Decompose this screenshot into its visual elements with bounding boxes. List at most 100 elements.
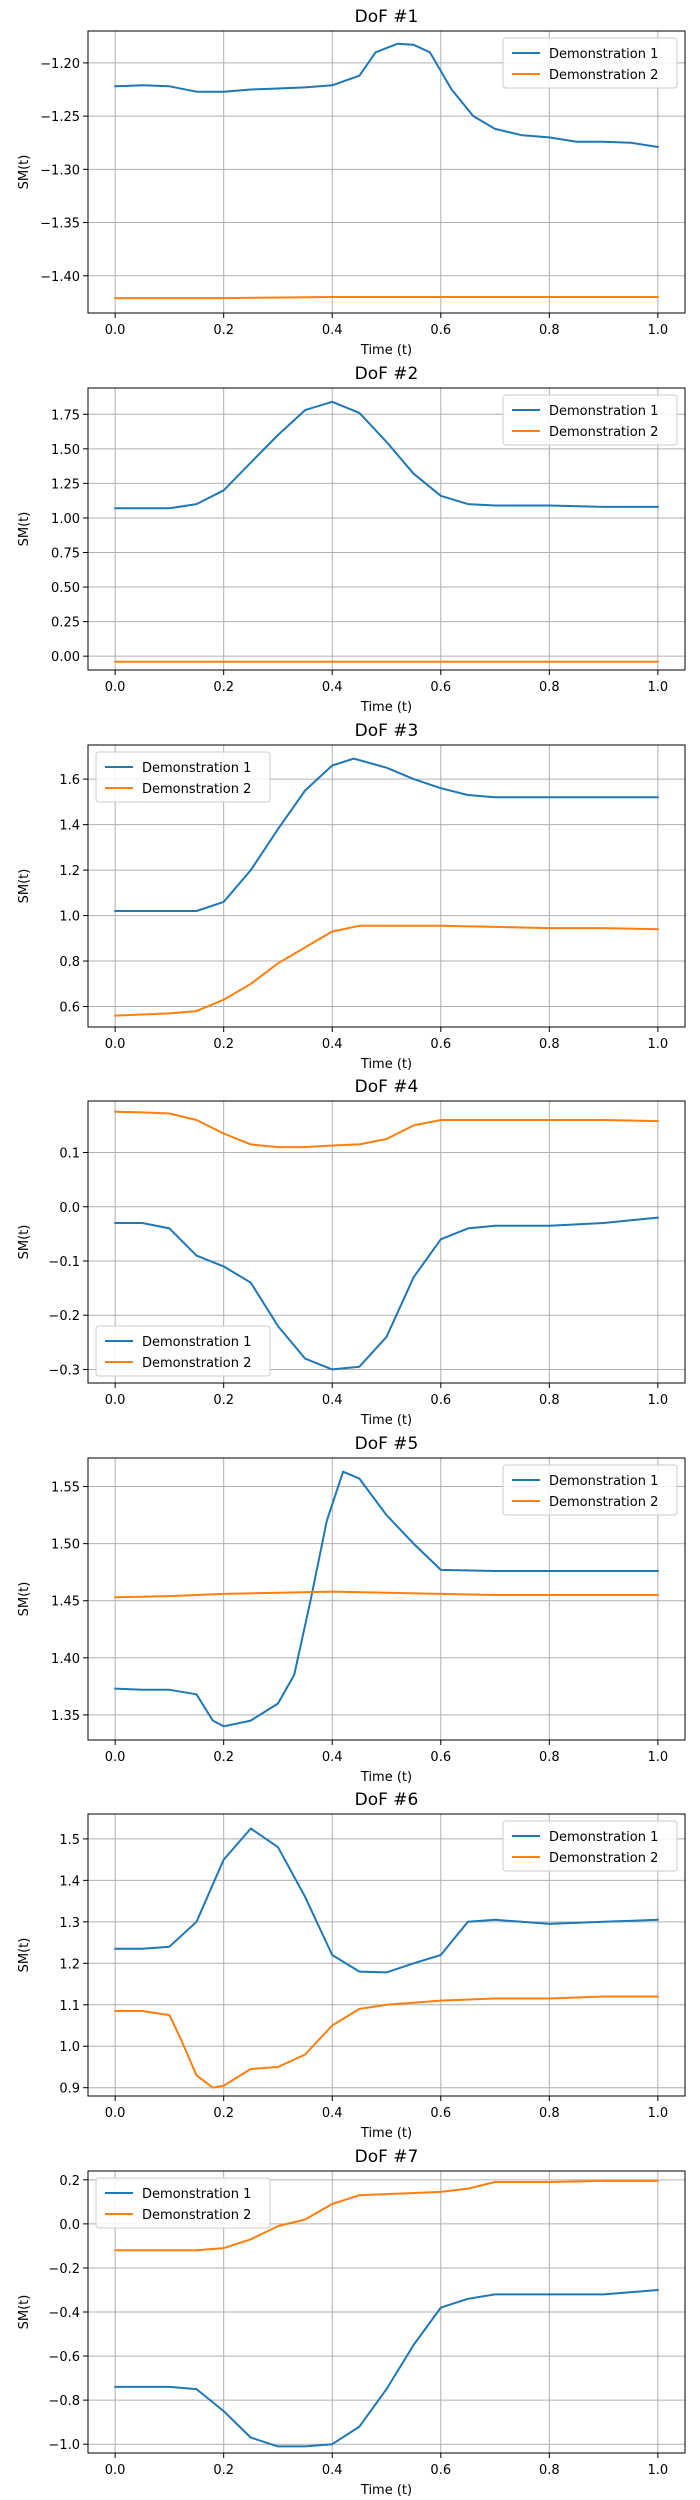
x-tick-label: 0.2	[213, 2106, 234, 2121]
x-tick-label: 0.6	[430, 2463, 451, 2478]
legend-box	[95, 2177, 271, 2229]
x-tick-label: 0.4	[322, 2106, 343, 2121]
y-tick-label: −1.25	[40, 110, 80, 125]
x-tick-label: 0.0	[105, 1750, 126, 1765]
y-tick-label: −1.20	[40, 57, 80, 72]
axes-frame	[87, 30, 686, 314]
y-axis-label: SM(t)	[17, 2295, 32, 2330]
series-line-2	[114, 296, 659, 300]
y-tick-label: 1.2	[59, 1957, 80, 1972]
legend-box	[502, 1464, 678, 1516]
y-tick-label: 1.00	[51, 512, 80, 527]
x-tick-label: 0.8	[539, 680, 560, 695]
x-tick-label: 0.0	[105, 323, 126, 338]
chart-dof-3: DoF #3 0.0 0.2 0.4 0.6 0.8 1.0 0.6 0.8 1.0 1.2 1.4 1…	[17, 721, 686, 1072]
y-tick-label: 1.4	[59, 1874, 80, 1889]
y-axis-label: SM(t)	[17, 1582, 32, 1617]
chart-title: DoF #7	[355, 2147, 419, 2167]
y-tick-label: 0.00	[51, 650, 80, 665]
x-tick-label: 1.0	[648, 1037, 669, 1052]
y-axis-label: SM(t)	[17, 1225, 32, 1260]
series-line-1	[114, 1827, 659, 1974]
legend-label-1: Demonstration 1	[142, 1335, 251, 1350]
y-tick-label: 1.50	[51, 1538, 80, 1553]
series-line-1	[114, 757, 659, 912]
chart-title: DoF #5	[355, 1434, 419, 1454]
x-axis-label: Time (t)	[360, 700, 412, 715]
y-tick-label: 1.40	[51, 1652, 80, 1667]
x-axis-label: Time (t)	[360, 1057, 412, 1072]
axes-frame	[87, 1457, 686, 1741]
chart-dof-6: DoF #6 0.0 0.2 0.4 0.6 0.8 1.0 0.9 1.0 1.1 1.2 1.3 1…	[17, 1790, 686, 2141]
chart-dof-5: DoF #5 0.0 0.2 0.4 0.6 0.8 1.0 1.35 1.40 1.45 1.50…	[17, 1434, 686, 1785]
y-tick-label: −0.2	[48, 2262, 80, 2277]
series-line-1	[114, 1216, 659, 1371]
x-tick-label: 0.4	[322, 323, 343, 338]
chart-dof-4: DoF #4 0.0 0.2 0.4 0.6 0.8 1.0 −0.3 −0.2 −0.1 0.0 0…	[17, 1077, 686, 1428]
series-line-2	[114, 1590, 659, 1599]
legend-box	[95, 751, 271, 803]
y-tick-label: 1.2	[59, 864, 80, 879]
x-tick-label: 0.0	[105, 680, 126, 695]
y-tick-label: 0.75	[51, 547, 80, 562]
y-tick-label: 0.6	[59, 1001, 80, 1016]
x-tick-label: 0.6	[430, 680, 451, 695]
legend-label-1: Demonstration 1	[549, 47, 658, 62]
x-tick-label: 0.8	[539, 1750, 560, 1765]
y-tick-label: −1.35	[40, 217, 80, 232]
series-line-2	[114, 1995, 659, 2089]
legend-box	[95, 1325, 271, 1377]
y-tick-label: 0.1	[59, 1147, 80, 1162]
y-tick-label: 1.5	[59, 1833, 80, 1848]
y-tick-label: 1.45	[51, 1595, 80, 1610]
x-tick-label: 0.4	[322, 680, 343, 695]
y-tick-label: −1.0	[48, 2438, 80, 2453]
y-axis-label: SM(t)	[17, 869, 32, 904]
series-line-1	[114, 400, 659, 510]
legend: Demonstration 1 Demonstration 2	[502, 1464, 678, 1516]
y-tick-label: 1.50	[51, 443, 80, 458]
x-tick-label: 1.0	[648, 1750, 669, 1765]
x-axis-label: Time (t)	[360, 1770, 412, 1785]
x-tick-label: 0.0	[105, 2106, 126, 2121]
x-axis-label: Time (t)	[360, 1413, 412, 1428]
x-tick-label: 0.6	[430, 1037, 451, 1052]
y-tick-label: 0.0	[59, 1201, 80, 1216]
x-tick-label: 0.0	[105, 2463, 126, 2478]
chart-title: DoF #4	[355, 1077, 419, 1097]
y-tick-label: 0.0	[59, 2218, 80, 2233]
x-tick-label: 0.8	[539, 1393, 560, 1408]
legend-box	[502, 37, 678, 89]
legend: Demonstration 1 Demonstration 2	[502, 37, 678, 89]
x-tick-label: 1.0	[648, 323, 669, 338]
x-tick-label: 0.2	[213, 680, 234, 695]
legend: Demonstration 1 Demonstration 2	[95, 1325, 271, 1377]
axes-frame	[87, 1813, 686, 2097]
x-tick-label: 1.0	[648, 2106, 669, 2121]
x-tick-label: 0.0	[105, 1037, 126, 1052]
y-tick-label: −0.2	[48, 1309, 80, 1324]
x-tick-label: 0.2	[213, 1750, 234, 1765]
y-axis-label: SM(t)	[17, 1938, 32, 1973]
y-tick-label: −0.8	[48, 2394, 80, 2409]
legend-label-1: Demonstration 1	[142, 2187, 251, 2202]
x-tick-label: 0.6	[430, 1750, 451, 1765]
axes-frame	[87, 744, 686, 1028]
legend-label-1: Demonstration 1	[549, 1474, 658, 1489]
x-tick-label: 0.4	[322, 1750, 343, 1765]
x-tick-label: 1.0	[648, 2463, 669, 2478]
x-axis-label: Time (t)	[360, 343, 412, 358]
y-tick-label: 1.0	[59, 2040, 80, 2055]
series-line-2	[114, 1110, 659, 1149]
y-tick-label: 1.3	[59, 1916, 80, 1931]
y-tick-label: −0.1	[48, 1255, 80, 1270]
legend-label-2: Demonstration 2	[549, 1495, 658, 1510]
y-tick-label: 0.50	[51, 581, 80, 596]
x-tick-label: 0.6	[430, 1393, 451, 1408]
x-tick-label: 0.2	[213, 1393, 234, 1408]
y-tick-label: 1.25	[51, 477, 80, 492]
legend-label-2: Demonstration 2	[549, 68, 658, 83]
chart-dof-2: DoF #2 0.0 0.2 0.4 0.6 0.8 1.0 0.00 0.25 0.50 0.75…	[17, 364, 686, 715]
chart-title: DoF #2	[355, 364, 419, 384]
